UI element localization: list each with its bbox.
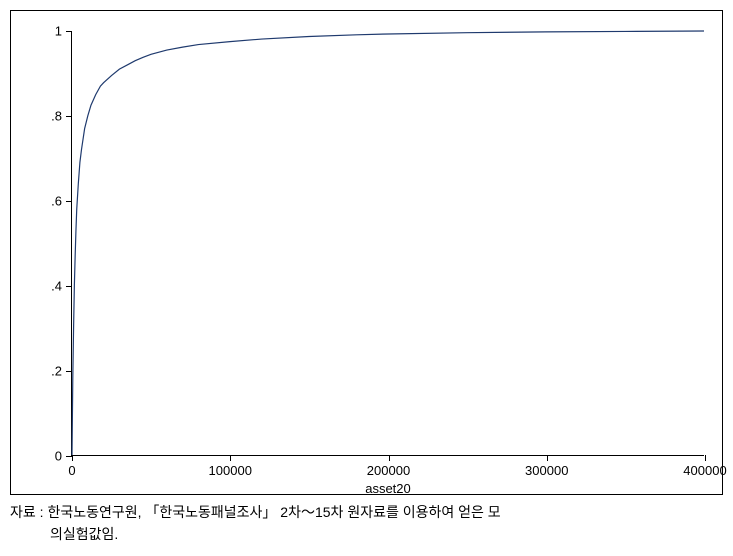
x-tick [72, 455, 73, 461]
x-tick [705, 455, 706, 461]
x-tick-label: 400000 [683, 463, 726, 478]
y-tick-label: .4 [51, 279, 62, 294]
y-tick [66, 31, 72, 32]
caption-text-1: 한국노동연구원, 「한국노동패널조사」 2차～15차 원자료를 이용하여 얻은 … [47, 504, 500, 520]
y-tick-label: 1 [55, 24, 62, 39]
x-tick-label: 0 [68, 463, 75, 478]
x-axis-title: asset20 [365, 481, 411, 496]
y-tick [66, 201, 72, 202]
chart-container: asset20 0 .2 .4 .6 .8 1 0 100000 200000 300000 400… [10, 10, 723, 495]
x-tick [547, 455, 548, 461]
y-tick [66, 286, 72, 287]
y-tick [66, 371, 72, 372]
y-tick-label: .8 [51, 109, 62, 124]
x-tick-label: 200000 [367, 463, 410, 478]
y-tick-label: .6 [51, 194, 62, 209]
caption-label: 자료 : [10, 504, 44, 520]
plot-area: asset20 0.2.4.6.810100000200000300000400… [71, 31, 704, 456]
x-tick-label: 100000 [209, 463, 252, 478]
cdf-line [72, 31, 704, 455]
x-tick [389, 455, 390, 461]
caption-text-2: 의실험값임. [10, 523, 723, 545]
x-tick-label: 300000 [525, 463, 568, 478]
x-tick [230, 455, 231, 461]
chart-caption: 자료 : 한국노동연구원, 「한국노동패널조사」 2차～15차 원자료를 이용하… [10, 501, 723, 546]
y-tick-label: 0 [55, 449, 62, 464]
y-tick [66, 116, 72, 117]
y-tick-label: .2 [51, 364, 62, 379]
